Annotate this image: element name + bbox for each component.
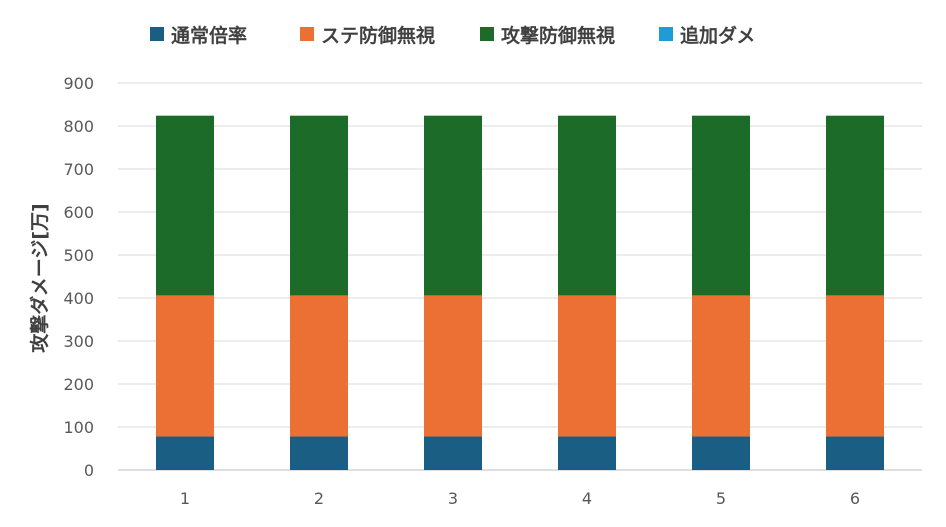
x-tick-label: 1: [180, 489, 190, 508]
y-tick-label: 0: [84, 461, 94, 480]
bar-segment-3: [558, 115, 616, 296]
y-axis-title: 攻撃ダメージ[万]: [28, 203, 51, 352]
bar-segment-1: [558, 436, 616, 470]
legend-label: 通常倍率: [171, 24, 247, 47]
bar-segment-2: [558, 295, 616, 437]
y-tick-label: 500: [63, 246, 94, 265]
gridlines: [118, 82, 922, 471]
bar-segment-2: [424, 295, 482, 437]
bar-segment-3: [826, 115, 884, 296]
y-tick-label: 400: [63, 289, 94, 308]
bar-segment-1: [692, 436, 750, 470]
bar-segment-2: [826, 295, 884, 437]
bar-segment-3: [424, 115, 482, 296]
bar-segment-2: [156, 295, 214, 437]
bar-segment-3: [290, 115, 348, 296]
y-tick-label: 100: [63, 418, 94, 437]
bar-segment-1: [424, 436, 482, 470]
y-tick-label: 300: [63, 332, 94, 351]
legend-swatch: [150, 27, 164, 41]
legend-label: 追加ダメ: [680, 24, 755, 47]
x-tick-label: 2: [314, 489, 324, 508]
y-tick-label: 700: [63, 160, 94, 179]
x-tick-label: 6: [850, 489, 860, 508]
bar-segment-1: [156, 436, 214, 470]
bar-segment-1: [290, 436, 348, 470]
legend-swatch: [480, 27, 494, 41]
bar-segment-2: [290, 295, 348, 437]
bar-segment-3: [156, 115, 214, 296]
x-tick-label: 5: [716, 489, 726, 508]
bar-segment-2: [692, 295, 750, 437]
bars: [156, 115, 884, 470]
x-tick-label: 3: [448, 489, 458, 508]
legend: 通常倍率 ステ防御無視 攻撃防御無視 追加ダメ: [150, 24, 755, 47]
y-tick-label: 900: [63, 74, 94, 93]
y-axis-ticks: 0 100 200 300 400 500 600 700 800 900: [63, 74, 94, 480]
legend-swatch: [659, 27, 673, 41]
legend-label: ステ防御無視: [321, 24, 435, 47]
x-tick-label: 4: [582, 489, 592, 508]
y-tick-label: 600: [63, 203, 94, 222]
bar-segment-3: [692, 115, 750, 296]
y-tick-label: 200: [63, 375, 94, 394]
legend-label: 攻撃防御無視: [501, 24, 615, 47]
legend-swatch: [300, 27, 314, 41]
bar-segment-1: [826, 436, 884, 470]
y-tick-label: 800: [63, 117, 94, 136]
x-axis-ticks: 1 2 3 4 5 6: [180, 489, 860, 508]
